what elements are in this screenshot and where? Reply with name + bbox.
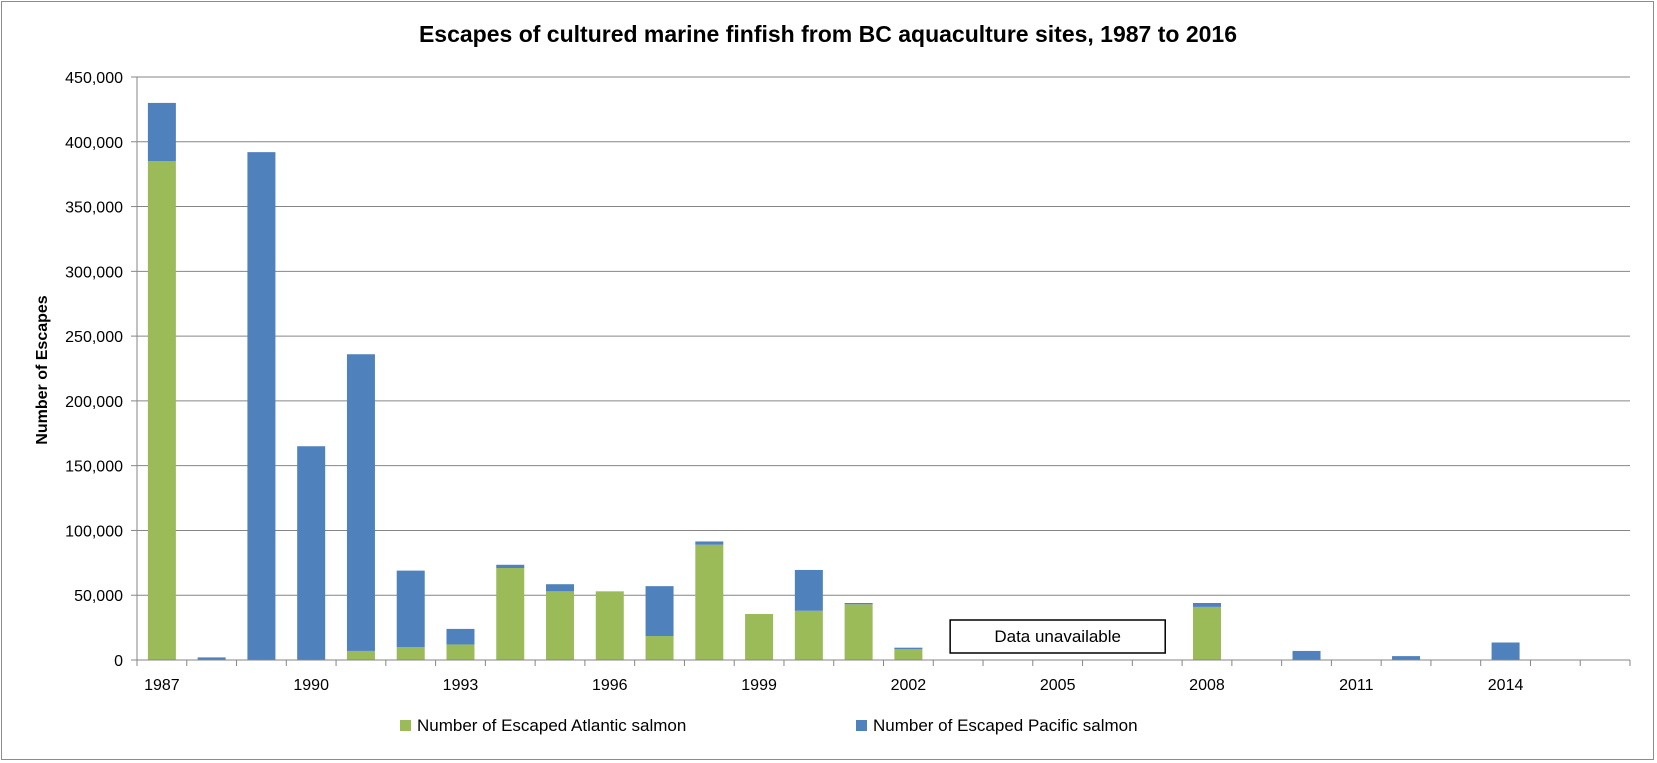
y-tick-label: 400,000	[65, 135, 123, 152]
bar-pacific-2008	[1192, 602, 1221, 607]
legend-label-pacific: Number of Escaped Pacific salmon	[873, 716, 1138, 735]
x-tick-label: 2008	[1189, 677, 1225, 694]
bar-pacific-1991	[346, 354, 375, 651]
bar-atlantic-1991	[346, 650, 375, 660]
y-tick-label: 300,000	[65, 264, 123, 281]
bar-atlantic-1992	[396, 647, 425, 660]
bar-atlantic-2008	[1192, 606, 1221, 660]
bar-pacific-1998	[695, 541, 724, 545]
y-tick-label: 100,000	[65, 523, 123, 540]
bar-atlantic-1996	[595, 591, 624, 660]
bar-atlantic-1995	[546, 591, 575, 660]
x-tick-label: 2005	[1040, 677, 1076, 694]
bar-pacific-1997	[645, 586, 674, 637]
annotations: Data unavailable	[949, 619, 1166, 654]
legend-swatch-pacific	[856, 720, 867, 731]
bar-pacific-2014	[1491, 642, 1520, 660]
x-tick-label: 1993	[443, 677, 479, 694]
y-tick-labels: 0 50,000 100,000 150,000 200,000 250,000 300,0…	[65, 70, 123, 670]
y-tick-label: 350,000	[65, 200, 123, 217]
legend-label-atlantic: Number of Escaped Atlantic salmon	[417, 716, 686, 735]
bars	[147, 102, 1520, 661]
bar-pacific-2000	[794, 569, 823, 611]
annotation-box	[949, 619, 1166, 654]
bar-atlantic-1993	[446, 644, 475, 660]
bar-pacific-1992	[396, 570, 425, 648]
x-tick-labels: 1987 1990 1993 1996 1999 2002 2005 2008 2011 2014	[144, 677, 1523, 694]
bar-atlantic-2002	[894, 648, 923, 660]
gridlines	[131, 76, 1630, 661]
y-tick-label: 250,000	[65, 329, 123, 346]
chart-title: Escapes of cultured marine finfish from …	[419, 21, 1237, 47]
bar-atlantic-1997	[645, 636, 674, 660]
y-tick-label: 200,000	[65, 394, 123, 411]
bar-atlantic-1998	[695, 544, 724, 660]
bar-pacific-2010	[1292, 650, 1321, 660]
bar-pacific-1988	[197, 657, 226, 660]
bar-pacific-2001	[844, 602, 873, 605]
x-tick-label: 2002	[891, 677, 927, 694]
bar-atlantic-1994	[496, 568, 525, 660]
bar-atlantic-2001	[844, 604, 873, 660]
bar-pacific-1994	[496, 564, 525, 569]
bar-pacific-1995	[546, 584, 575, 592]
x-tick-label: 1996	[592, 677, 628, 694]
axes	[136, 77, 1631, 666]
x-tick-label: 1990	[293, 677, 329, 694]
bar-pacific-1989	[247, 152, 276, 661]
y-tick-label: 450,000	[65, 70, 123, 87]
x-tick-label: 1987	[144, 677, 180, 694]
bar-atlantic-2000	[794, 610, 823, 660]
annotation-text: Data unavailable	[994, 627, 1121, 646]
bar-pacific-2002	[894, 647, 923, 649]
legend: Number of Escaped Atlantic salmon Number …	[400, 716, 1138, 735]
bar-atlantic-1999	[745, 614, 774, 660]
y-axis-label: Number of Escapes	[34, 295, 51, 444]
x-tick-label: 1999	[741, 677, 777, 694]
y-tick-label: 150,000	[65, 459, 123, 476]
bar-atlantic-1987	[147, 161, 176, 660]
bar-pacific-1993	[446, 628, 475, 645]
y-tick-label: 0	[114, 653, 123, 670]
bar-pacific-1987	[147, 102, 176, 162]
bar-pacific-2012	[1392, 656, 1421, 660]
x-tick-label: 2011	[1339, 677, 1374, 694]
x-tick-label: 2014	[1488, 677, 1524, 694]
bar-pacific-1990	[297, 446, 326, 660]
legend-swatch-atlantic	[400, 720, 411, 731]
y-tick-label: 50,000	[74, 588, 123, 605]
